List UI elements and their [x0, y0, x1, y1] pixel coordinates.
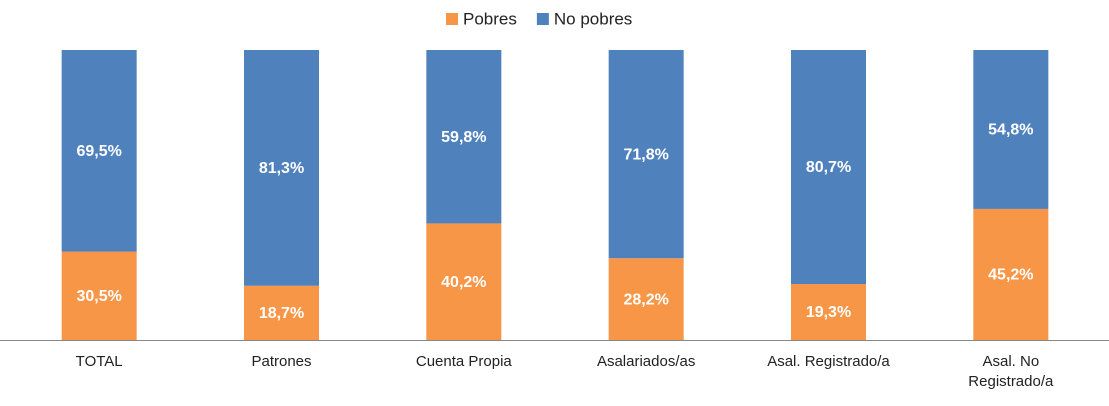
bar-segment [244, 285, 319, 340]
legend-label: No pobres [554, 9, 632, 28]
value-label: 40,2% [441, 274, 486, 291]
value-label: 59,8% [441, 129, 486, 146]
bar-segment [608, 258, 684, 340]
bar-segment [61, 251, 137, 340]
bar-segment [973, 50, 1049, 209]
legend-label: Pobres [463, 9, 517, 28]
value-label: 28,2% [623, 291, 668, 308]
x-tick-label: Patrones [251, 353, 312, 370]
bar-segment [608, 50, 684, 259]
bar-segment [426, 50, 502, 224]
legend-swatch [536, 13, 549, 25]
x-tick-label: Asal. No Registrado/a [968, 353, 1054, 390]
x-tick-label: Asal. Registrado/a [767, 353, 890, 370]
value-label: 54,8% [988, 122, 1033, 139]
value-label: 71,8% [623, 146, 668, 163]
bar-segment [244, 50, 319, 286]
bar-segment [791, 284, 866, 340]
bar-segment [791, 50, 866, 285]
bar-segment [973, 208, 1049, 340]
value-label: 19,3% [806, 304, 851, 321]
bar-segment [61, 50, 137, 252]
value-label: 81,3% [259, 160, 304, 177]
value-label: 18,7% [259, 305, 304, 322]
x-tick-label: Asalariados/as [596, 353, 696, 370]
legend-swatch [446, 13, 458, 25]
bar-segment [426, 223, 502, 340]
x-tick-label: Cuenta Propia [415, 353, 512, 370]
value-label: 30,5% [76, 288, 121, 305]
value-label: 80,7% [806, 159, 851, 176]
value-label: 45,2% [988, 267, 1033, 284]
x-tick-label: TOTAL [75, 353, 123, 370]
value-label: 69,5% [76, 143, 121, 160]
